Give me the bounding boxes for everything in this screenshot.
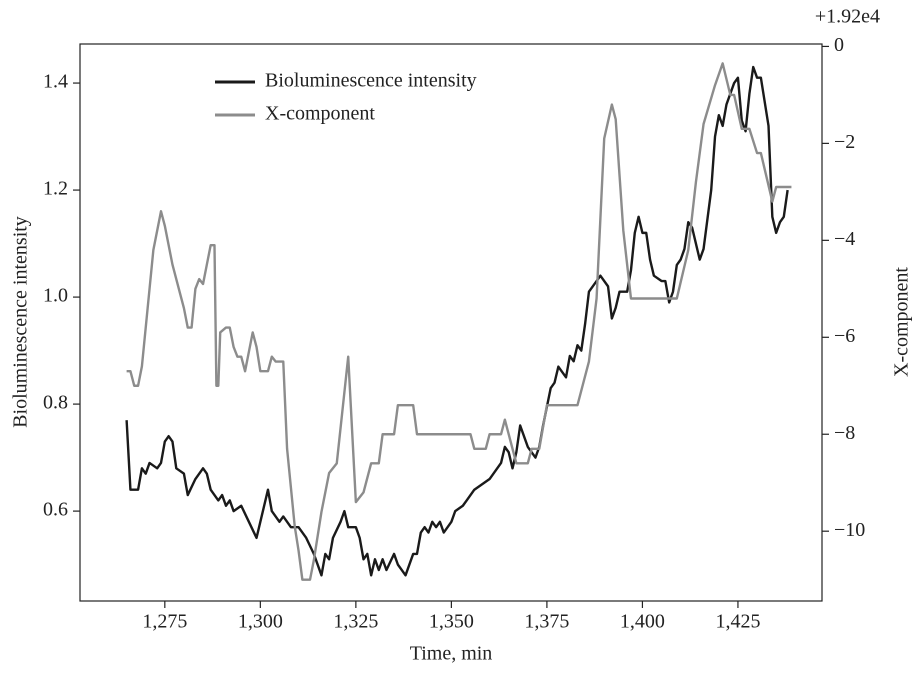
y-tick-label: 0.8 [43,392,68,414]
y2-tick-label: 0 [834,34,844,56]
legend-label: Bioluminescence intensity [265,70,477,92]
x-tick-label: 1,275 [142,611,187,633]
x-tick-label: 1,425 [715,611,760,633]
y-tick-label: 1.4 [43,71,68,93]
x-tick-label: 1,325 [333,611,378,633]
y2-axis-label: X-component [891,267,913,377]
series-line [125,65,789,577]
y-tick-label: 1.2 [43,178,68,200]
y2-tick-label: −4 [834,228,855,250]
y2-tick-label: −2 [834,131,855,153]
legend-label: X-component [265,103,375,125]
y-axis-label: Bioluminescence intensity [10,216,32,428]
y2-tick-label: −8 [834,422,855,444]
x-tick-label: 1,300 [238,611,283,633]
y2-tick-label: −6 [834,325,855,347]
series-line [126,62,792,581]
y-tick-label: 0.6 [43,499,68,521]
x-axis-label: Time, min [410,643,493,665]
y-tick-label: 1.0 [43,285,68,307]
x-tick-label: 1,350 [429,611,474,633]
y2-offset-label: +1.92e4 [815,6,880,28]
x-tick-label: 1,375 [524,611,569,633]
x-tick-label: 1,400 [620,611,665,633]
y2-tick-label: −10 [834,519,865,541]
